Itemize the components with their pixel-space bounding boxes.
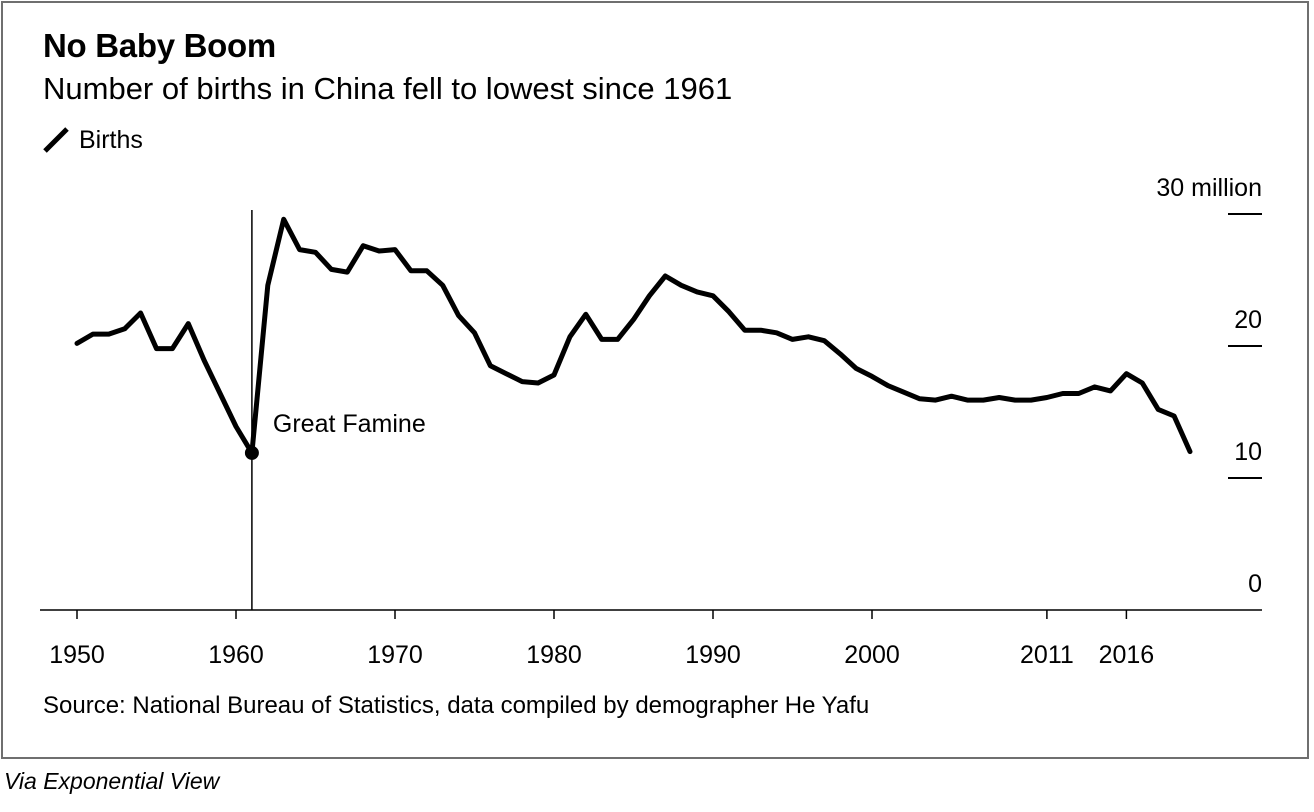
chart-subtitle: Number of births in China fell to lowest… — [43, 71, 733, 106]
births-series-line — [74, 216, 1193, 456]
x-tick-label: 1980 — [526, 641, 582, 669]
legend-line-icon — [43, 127, 69, 153]
x-tick-label: 2000 — [844, 641, 900, 669]
y-tick-label: 0 — [1248, 570, 1262, 598]
annotation-label: Great Famine — [273, 410, 426, 438]
legend-label-births: Births — [79, 125, 143, 154]
source-note: Source: National Bureau of Statistics, d… — [43, 692, 870, 719]
y-tick-label: 10 — [1234, 438, 1262, 466]
x-tick-label: 1960 — [208, 641, 264, 669]
x-tick-label: 1990 — [685, 641, 741, 669]
y-tick-label: 30 million — [1156, 174, 1262, 202]
chart-frame: No Baby Boom Number of births in China f… — [1, 1, 1309, 759]
x-tick-label: 2016 — [1099, 641, 1155, 669]
annotation-marker — [244, 445, 259, 460]
y-tick-label: 20 — [1234, 306, 1262, 334]
x-tick-label: 1950 — [49, 641, 105, 669]
chart-title: No Baby Boom — [43, 27, 276, 64]
x-tick-label: 2011 — [1020, 641, 1074, 669]
legend: Births — [43, 124, 143, 156]
x-tick-label: 1970 — [367, 641, 423, 669]
via-credit: Via Exponential View — [4, 768, 220, 794]
